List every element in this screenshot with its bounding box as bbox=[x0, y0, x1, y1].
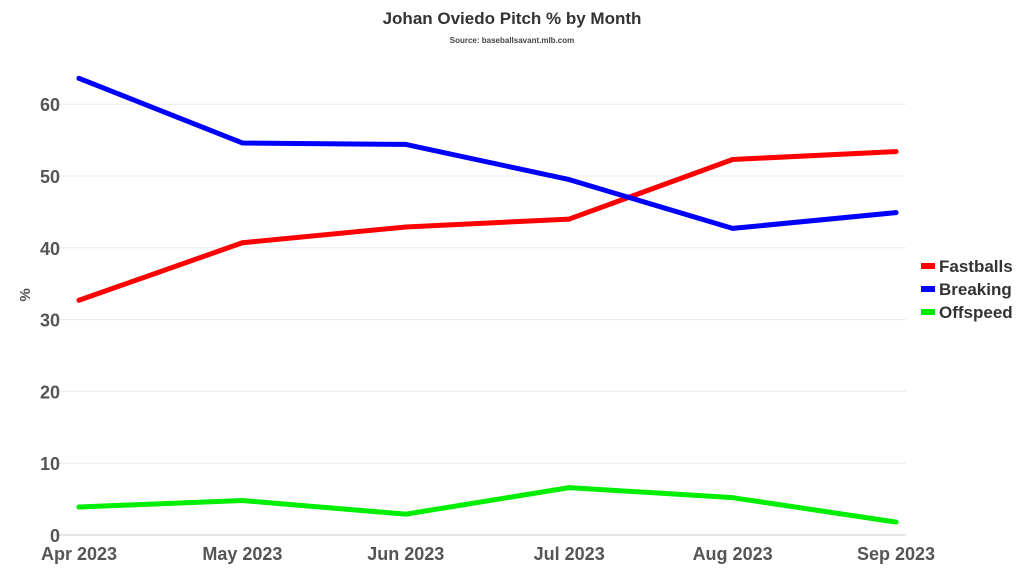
chart-subtitle: Source: baseballsavant.mlb.com bbox=[450, 36, 575, 45]
data-point bbox=[239, 240, 245, 246]
data-point bbox=[730, 156, 736, 162]
y-tick-label: 40 bbox=[40, 239, 60, 259]
x-tick-label: Aug 2023 bbox=[693, 544, 773, 564]
data-point bbox=[893, 149, 899, 155]
data-point bbox=[893, 519, 899, 525]
x-tick-label: May 2023 bbox=[202, 544, 282, 564]
data-point bbox=[566, 216, 572, 222]
data-point bbox=[566, 485, 572, 491]
legend-label: Offspeed bbox=[939, 303, 1013, 322]
data-point bbox=[403, 511, 409, 517]
series-line-breaking bbox=[76, 75, 899, 231]
data-point bbox=[566, 177, 572, 183]
x-tick-label: Apr 2023 bbox=[41, 544, 117, 564]
y-tick-label: 10 bbox=[40, 454, 60, 474]
data-point bbox=[76, 297, 82, 303]
data-point bbox=[76, 504, 82, 510]
series-line-offspeed bbox=[76, 485, 899, 525]
y-tick-label: 20 bbox=[40, 382, 60, 402]
y-tick-label: 60 bbox=[40, 95, 60, 115]
data-point bbox=[893, 210, 899, 216]
x-tick-label: Jun 2023 bbox=[367, 544, 444, 564]
y-axis-label: % bbox=[17, 288, 34, 301]
legend-swatch bbox=[921, 263, 935, 269]
data-point bbox=[730, 495, 736, 501]
legend-swatch bbox=[921, 309, 935, 315]
x-tick-label: Sep 2023 bbox=[857, 544, 935, 564]
series-line-fastballs bbox=[76, 149, 899, 303]
y-tick-label: 0 bbox=[50, 526, 60, 546]
legend-swatch bbox=[921, 286, 935, 292]
y-tick-label: 50 bbox=[40, 167, 60, 187]
legend-label: Breaking bbox=[939, 280, 1012, 299]
data-point bbox=[76, 75, 82, 81]
chart-title: Johan Oviedo Pitch % by Month bbox=[383, 9, 642, 28]
y-tick-label: 30 bbox=[40, 311, 60, 331]
data-point bbox=[239, 140, 245, 146]
x-tick-label: Jul 2023 bbox=[534, 544, 605, 564]
data-point bbox=[403, 141, 409, 147]
data-point bbox=[239, 498, 245, 504]
legend-label: Fastballs bbox=[939, 257, 1013, 276]
data-point bbox=[730, 225, 736, 231]
data-point bbox=[403, 224, 409, 230]
